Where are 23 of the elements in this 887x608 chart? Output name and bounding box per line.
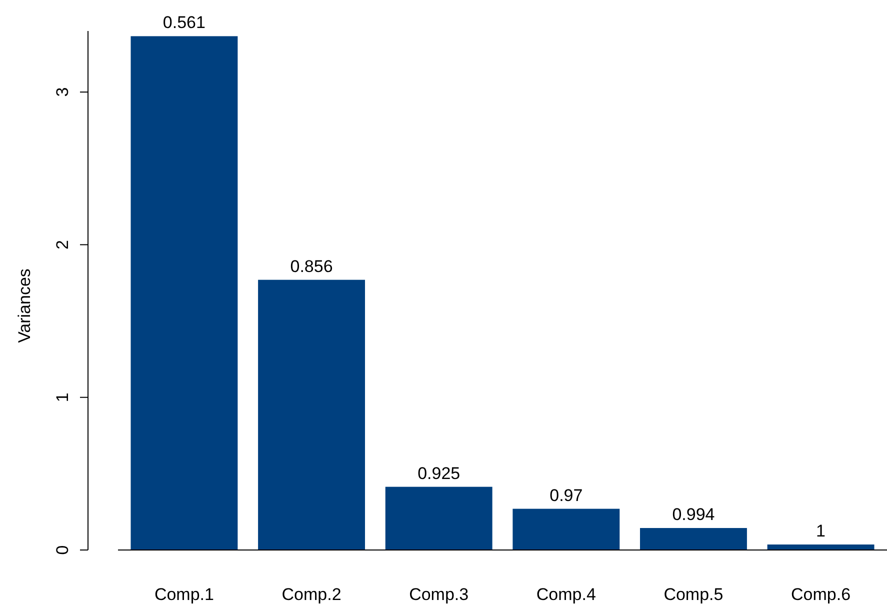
y-axis-title: Variances [15,268,34,343]
bar [640,528,747,550]
y-tick-label: 0 [53,545,72,555]
x-tick-label: Comp.1 [154,585,214,604]
annotation: 1 [816,522,826,541]
bar [512,508,620,550]
annotation: 0.561 [162,13,206,32]
y-tick-label: 1 [53,392,72,402]
bar [767,544,874,550]
x-tick-label: Comp.6 [791,585,851,604]
annotation: 0.925 [418,464,460,483]
annotation: 0.856 [290,256,333,276]
x-tick-label: Comp.2 [282,585,342,604]
bar [385,486,492,550]
x-tick-label: Comp.5 [664,585,724,604]
y-tick-label: 3 [53,87,72,97]
annotation: 0.97 [550,486,583,505]
annotation: 0.994 [672,505,715,524]
x-tick-label: Comp.4 [536,585,596,604]
x-tick-label: Comp.3 [409,585,469,604]
bar [258,280,365,550]
bar [130,36,238,550]
y-tick-label: 2 [53,240,72,250]
